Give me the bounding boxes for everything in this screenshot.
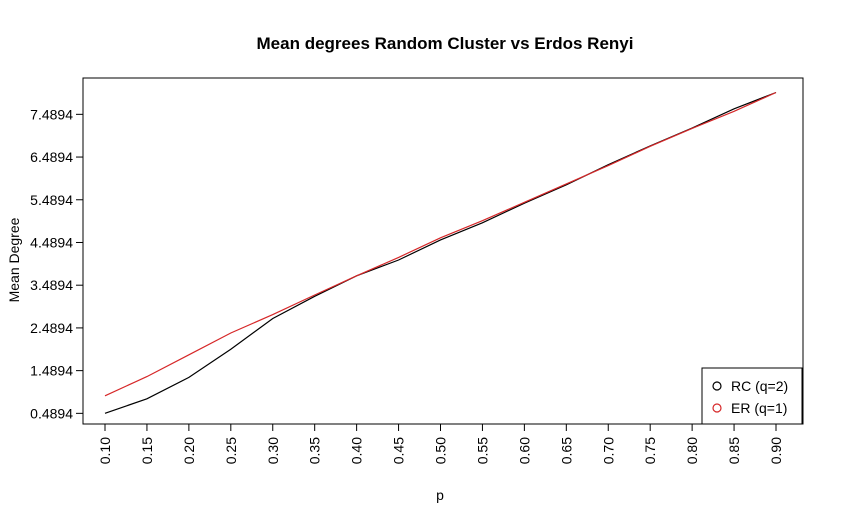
y-tick-label: 2.4894 [30, 320, 73, 336]
legend-marker [712, 403, 722, 413]
x-axis: 0.10 0.15 0.20 0.25 0.30 0.35 0.40 0.45 0.50 0.55… [97, 423, 784, 464]
y-tick-label: 1.4894 [30, 363, 73, 379]
x-tick-label: 0.55 [474, 437, 490, 464]
legend-box [701, 367, 803, 425]
x-tick-label: 0.70 [600, 437, 616, 464]
y-axis-label: Mean Degree [6, 217, 22, 302]
series-line-er [104, 91, 777, 397]
y-tick-label: 4.4894 [30, 234, 73, 250]
legend-label: RC (q=2) [731, 378, 788, 394]
plot-frame [82, 77, 804, 425]
x-tick-label: 0.75 [642, 437, 658, 464]
x-tick-label: 0.30 [265, 437, 281, 464]
x-axis-label: p [436, 487, 444, 503]
y-tick-label: 6.4894 [30, 149, 73, 165]
series-line-rc [104, 91, 777, 414]
y-tick-label: 0.4894 [30, 405, 73, 421]
x-tick-label: 0.25 [223, 437, 239, 464]
x-tick-label: 0.10 [97, 437, 113, 464]
y-axis: 0.4894 1.4894 2.4894 3.4894 4.4894 5.4894 6.48… [30, 106, 84, 421]
x-tick-label: 0.15 [139, 437, 155, 464]
legend: RC (q=2) ER (q=1) [701, 367, 803, 425]
y-tick-label: 5.4894 [30, 192, 73, 208]
x-tick-label: 0.20 [181, 437, 197, 464]
chart-title: Mean degrees Random Cluster vs Erdos Ren… [257, 34, 634, 53]
series-layer [104, 91, 777, 414]
x-tick-label: 0.45 [391, 437, 407, 464]
x-tick-label: 0.60 [516, 437, 532, 464]
legend-label: ER (q=1) [731, 400, 787, 416]
x-tick-label: 0.50 [433, 437, 449, 464]
x-tick-label: 0.40 [349, 437, 365, 464]
x-tick-label: 0.35 [307, 437, 323, 464]
x-tick-label: 0.80 [684, 437, 700, 464]
legend-marker [712, 381, 722, 391]
y-tick-label: 3.4894 [30, 277, 73, 293]
x-tick-label: 0.85 [726, 437, 742, 464]
x-tick-label: 0.90 [768, 437, 784, 464]
y-tick-label: 7.4894 [30, 106, 73, 122]
x-tick-label: 0.65 [558, 437, 574, 464]
